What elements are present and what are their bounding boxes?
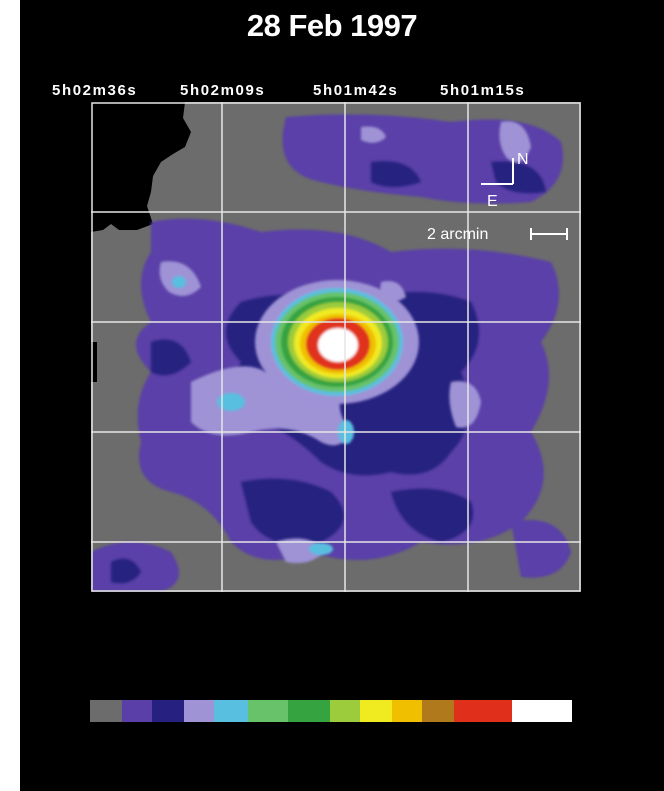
- color-scale-segment-9: [360, 700, 392, 722]
- color-scale-segment-11: [422, 700, 454, 722]
- color-scale-segment-3: [152, 700, 184, 722]
- color-scale-segment-4: [184, 700, 214, 722]
- compass-north-label: N: [517, 151, 529, 168]
- image-title: 28 Feb 1997: [246, 8, 418, 43]
- color-scale-segment-5: [214, 700, 248, 722]
- compass: [481, 158, 514, 185]
- color-scale-bar: [90, 700, 582, 722]
- color-scale-segment-2: [122, 700, 152, 722]
- compass-east-label: E: [487, 193, 498, 210]
- intensity-map: N E 2 arcmin: [91, 102, 581, 592]
- color-scale-segment-1: [90, 700, 122, 722]
- ra-label-4: 5h01m15s: [440, 82, 526, 99]
- ra-label-2: 5h02m09s: [180, 82, 266, 99]
- color-scale-segment-12: [454, 700, 512, 722]
- color-scale-segment-6: [248, 700, 288, 722]
- color-scale-segment-13: [512, 700, 572, 722]
- central-source: [255, 280, 419, 404]
- masked-region: [91, 102, 191, 232]
- color-scale-segment-8: [330, 700, 360, 722]
- ra-label-3: 5h01m42s: [313, 82, 399, 99]
- masked-strip-left: [91, 342, 97, 382]
- color-scale-segment-10: [392, 700, 422, 722]
- color-scale-segment-7: [288, 700, 330, 722]
- map-svg: N E 2 arcmin: [91, 102, 581, 592]
- scale-bar-label: 2 arcmin: [427, 226, 488, 243]
- scale-bar: [530, 228, 568, 240]
- ra-label-1: 5h02m36s: [52, 82, 138, 99]
- coordinate-grid: [91, 102, 581, 592]
